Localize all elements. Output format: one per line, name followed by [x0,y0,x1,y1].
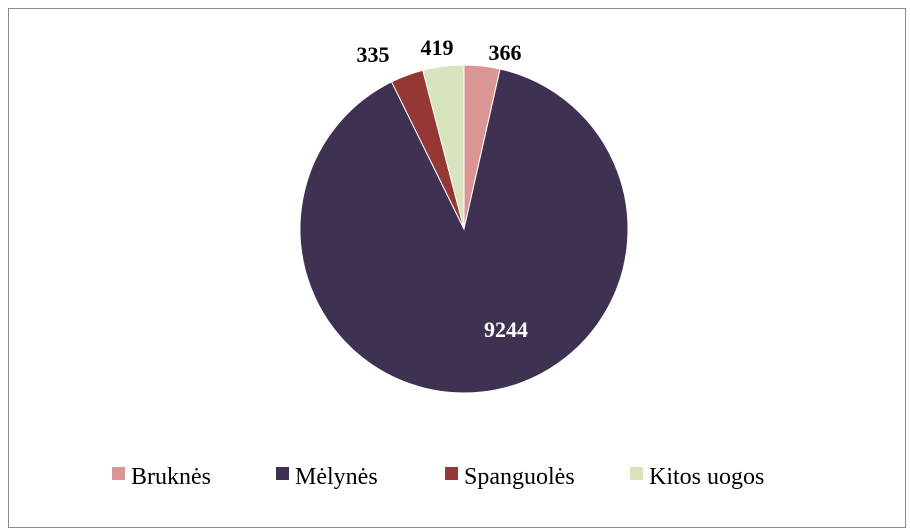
data-label-melynes: 9244 [484,317,528,342]
legend-swatch-melynes [276,467,289,480]
data-label-bruknes: 366 [489,40,522,65]
data-label-kitos-uogos: 419 [421,35,454,60]
legend-label-bruknes: Bruknės [131,464,211,490]
legend-swatch-spanguoles [445,467,458,480]
pie-slice-kitos-uogos [422,64,465,230]
legend-label-kitos-uogos: Kitos uogos [649,464,764,490]
data-label-spanguoles: 335 [357,42,390,67]
legend-swatch-kitos-uogos [630,467,643,480]
legend: Bruknės Mėlynės Spanguolės Kitos uogos [112,464,764,490]
legend-swatch-bruknes [112,467,125,480]
pie-slices [299,64,629,394]
legend-label-spanguoles: Spanguolės [464,464,575,490]
data-labels: 366 9244 335 419 [357,35,529,342]
legend-label-melynes: Mėlynės [295,464,378,490]
pie-chart: 366 9244 335 419 Bruknės Mėlynės Spanguolės… [112,35,764,490]
pie-slice-melynes [299,68,629,394]
